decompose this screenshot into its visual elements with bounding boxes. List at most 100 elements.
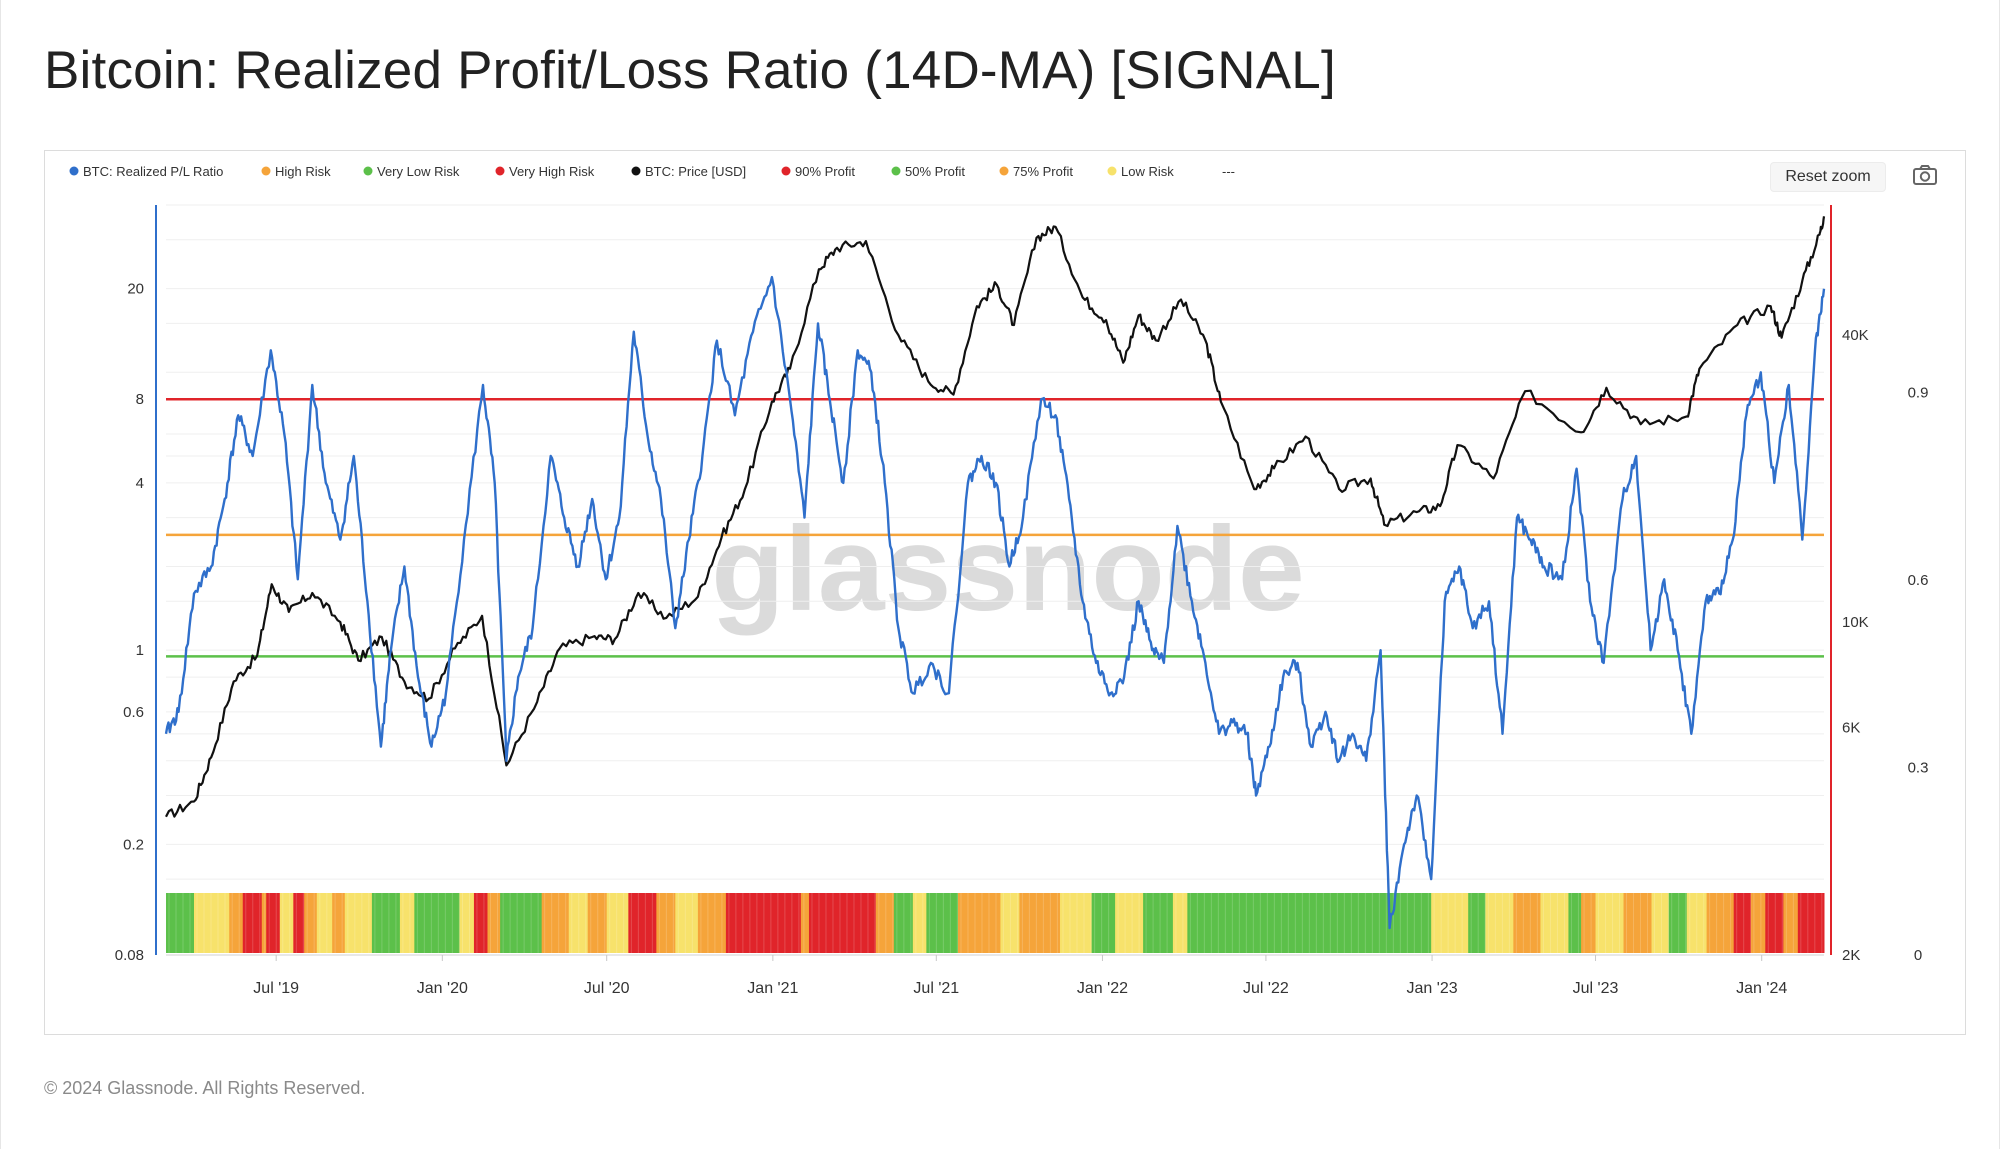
axes: 20 8 4 1 0.6 0.2 0.08 40K 10K 6K 2K 0.9 0.6 0.3 0 Jul '…: [115, 205, 1929, 997]
legend-item: Low Risk: [1121, 164, 1174, 179]
x-tick-label: Jul '21: [913, 980, 959, 997]
signal-segment: [332, 893, 346, 953]
signal-segment: [473, 893, 488, 953]
legend-item: 90% Profit: [795, 164, 855, 179]
legend-item: 50% Profit: [905, 164, 965, 179]
legend-dot: [69, 166, 79, 176]
legend-item: 75% Profit: [1013, 164, 1073, 179]
copyright-footer: © 2024 Glassnode. All Rights Reserved.: [44, 1078, 366, 1098]
signal-segment: [1000, 893, 1020, 953]
signal-segment: [541, 893, 570, 953]
y-left-tick-label: 4: [136, 475, 144, 492]
legend-item: High Risk: [275, 164, 331, 179]
legend-dot: [999, 166, 1009, 176]
signal-segment: [568, 893, 589, 953]
signal-segment: [1091, 893, 1116, 953]
camera-icon[interactable]: [1912, 164, 1938, 186]
signal-segment: [371, 893, 401, 953]
signal-segment: [893, 893, 914, 953]
signal-segment: [1513, 893, 1541, 953]
legend-item: ---: [1222, 164, 1235, 179]
signal-segment: [316, 893, 333, 953]
signal-segment: [344, 893, 373, 953]
reset-zoom-button[interactable]: Reset zoom: [1770, 162, 1886, 192]
signal-segment: [1623, 893, 1653, 953]
signal-band: [166, 893, 1825, 953]
signal-segment: [808, 893, 877, 953]
signal-segment: [1468, 893, 1486, 953]
y-signal-tick-label: 0.9: [1908, 385, 1929, 402]
signal-segment: [697, 893, 727, 953]
x-tick-label: Jan '22: [1077, 980, 1128, 997]
signal-segment: [1143, 893, 1174, 953]
y-price-tick-label: 10K: [1842, 614, 1869, 631]
legend-item: Very Low Risk: [377, 164, 460, 179]
signal-segment: [414, 893, 460, 953]
signal-segment: [1115, 893, 1144, 953]
signal-segment: [1750, 893, 1766, 953]
signal-segment: [1765, 893, 1784, 953]
y-signal-tick-label: 0.3: [1908, 760, 1929, 777]
signal-segment: [628, 893, 657, 953]
signal-segment: [261, 893, 267, 953]
signal-segment: [800, 893, 810, 953]
signal-segment: [1651, 893, 1670, 953]
legend-dot: [495, 166, 505, 176]
legend-item: BTC: Price [USD]: [645, 164, 746, 179]
signal-segment: [399, 893, 415, 953]
btc-price-line: [165, 216, 1826, 818]
signal-segment: [1485, 893, 1514, 953]
x-tick-label: Jan '20: [417, 980, 468, 997]
signal-segment: [675, 893, 699, 953]
signal-segment: [1686, 893, 1708, 953]
signal-segment: [875, 893, 895, 953]
y-left-tick-label: 1: [136, 642, 144, 659]
y-left-tick-label: 8: [136, 391, 144, 408]
y-left-tick-label: 0.08: [115, 947, 144, 964]
legend-dot: [631, 166, 641, 176]
x-tick-label: Jul '19: [253, 980, 299, 997]
signal-segment: [1668, 893, 1688, 953]
y-signal-tick-label: 0.6: [1908, 572, 1929, 589]
signal-segment: [1540, 893, 1569, 953]
signal-segment: [1783, 893, 1799, 953]
signal-segment: [926, 893, 959, 953]
x-tick-label: Jul '22: [1243, 980, 1289, 997]
legend-dot: [781, 166, 791, 176]
watermark: glassnode: [711, 502, 1305, 636]
legend-dot: [1107, 166, 1117, 176]
signal-segment: [242, 893, 263, 953]
signal-segment: [279, 893, 294, 953]
signal-segment: [1060, 893, 1093, 953]
page-title: Bitcoin: Realized Profit/Loss Ratio (14D…: [44, 41, 1336, 100]
chart-legend: BTC: Realized P/L Ratio High Risk Very Low…: [69, 164, 1235, 179]
signal-segment: [293, 893, 305, 953]
x-tick-label: Jan '21: [747, 980, 798, 997]
signal-segment: [304, 893, 318, 953]
series-lines: [164, 216, 1826, 930]
x-tick-label: Jul '20: [584, 980, 630, 997]
signal-segment: [725, 893, 802, 953]
signal-segment: [487, 893, 501, 953]
signal-segment: [1581, 893, 1597, 953]
signal-segment: [1706, 893, 1735, 953]
signal-segment: [1797, 893, 1825, 953]
signal-segment: [500, 893, 543, 953]
y-price-tick-label: 40K: [1842, 327, 1869, 344]
y-signal-tick-label: 0: [1914, 947, 1922, 964]
signal-segment: [912, 893, 927, 953]
legend-item: BTC: Realized P/L Ratio: [83, 164, 223, 179]
signal-segment: [1172, 893, 1188, 953]
y-price-tick-label: 6K: [1842, 720, 1860, 737]
y-left-tick-label: 0.6: [123, 704, 144, 721]
x-tick-label: Jul '23: [1573, 980, 1619, 997]
signal-segment: [1595, 893, 1625, 953]
signal-segment: [1431, 893, 1469, 953]
signal-segment: [266, 893, 281, 953]
realized-pl-ratio-line: [164, 275, 1826, 930]
signal-segment: [1733, 893, 1752, 953]
legend-dot: [891, 166, 901, 176]
legend-dot: [261, 166, 271, 176]
signal-segment: [459, 893, 475, 953]
